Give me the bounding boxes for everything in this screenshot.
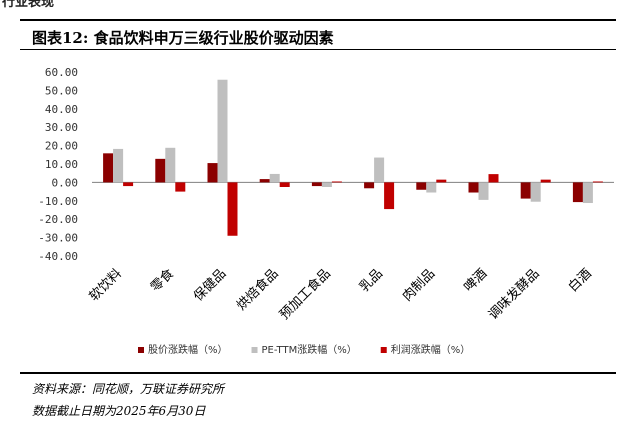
bar-3	[488, 174, 499, 183]
bar-2	[478, 182, 489, 200]
y-tick-label: 20.00	[45, 140, 78, 153]
bar-1	[311, 182, 322, 187]
category-label: 啤酒	[461, 266, 490, 295]
bar-3	[384, 182, 395, 210]
bar-1	[520, 182, 531, 199]
legend-swatch-3	[380, 347, 387, 353]
legend-swatch-1	[138, 347, 144, 353]
bar-3	[227, 182, 238, 236]
bar-3	[123, 182, 134, 187]
bar-1	[572, 182, 583, 203]
legend-label-2: PE-TTM涨跌幅（%）	[262, 343, 357, 356]
bar-1	[207, 163, 218, 183]
bar-2	[113, 148, 124, 183]
bar-2	[321, 182, 332, 187]
category-label: 保健品	[191, 266, 229, 304]
category-label: 烘焙食品	[233, 266, 281, 314]
bar-2	[165, 147, 176, 183]
bar-2	[426, 182, 437, 193]
category-label: 预加工食品	[276, 266, 333, 323]
bar-3	[592, 181, 603, 183]
footer-top-rule	[20, 372, 616, 374]
bar-1	[364, 182, 375, 189]
y-tick-label: 40.00	[45, 103, 78, 116]
title-top-rule	[20, 19, 616, 21]
category-label: 乳品	[357, 266, 386, 295]
y-tick-label: -10.00	[38, 195, 78, 208]
legend-label-3: 利润涨跌幅（%）	[391, 343, 471, 356]
y-tick-label: 60.00	[45, 66, 78, 79]
bar-chart: 60.00 50.00 40.00 30.00 20.00 10.00 0.00 -10.00…	[38, 66, 614, 356]
source-note: 资料来源：同花顺，万联证券研究所	[32, 382, 225, 396]
bar-3	[175, 182, 186, 192]
category-label: 零食	[147, 266, 177, 296]
bar-3	[331, 181, 342, 183]
legend-swatch-2	[251, 347, 258, 353]
y-tick-label: -20.00	[38, 213, 78, 226]
bar-3	[436, 179, 447, 183]
title-bar: 图表12: 食品饮料申万三级行业股价驱动因素	[20, 20, 616, 50]
y-tick-label: -40.00	[38, 250, 78, 263]
y-tick-label: 50.00	[45, 84, 78, 97]
bar-1	[416, 182, 427, 190]
bar-3	[279, 182, 290, 187]
y-tick-label: 0.00	[52, 176, 79, 189]
bar-2	[582, 182, 593, 204]
legend-label-1: 股价涨跌幅（%）	[148, 343, 228, 356]
bar-1	[103, 153, 114, 183]
category-label: 软饮料	[87, 266, 125, 304]
bar-3	[540, 179, 551, 183]
bar-1	[155, 158, 166, 183]
bar-2	[530, 182, 541, 202]
bar-2	[269, 173, 280, 183]
category-label: 调味发酵品	[485, 266, 542, 323]
y-tick-label: -30.00	[38, 232, 78, 245]
category-label: 肉制品	[400, 266, 438, 304]
bar-1	[468, 182, 479, 193]
title-bottom-rule	[20, 49, 616, 50]
bar-1	[259, 179, 270, 183]
bar-2	[374, 157, 385, 183]
y-tick-label: 10.00	[45, 158, 78, 171]
date-note: 数据截止日期为2025年6月30日	[32, 404, 206, 418]
chart-title: 图表12: 食品饮料申万三级行业股价驱动因素	[32, 29, 334, 47]
header-fragment: 行业表现	[2, 0, 55, 10]
bar-2	[217, 79, 228, 183]
y-tick-label: 30.00	[45, 121, 78, 134]
category-label: 白酒	[565, 266, 595, 296]
